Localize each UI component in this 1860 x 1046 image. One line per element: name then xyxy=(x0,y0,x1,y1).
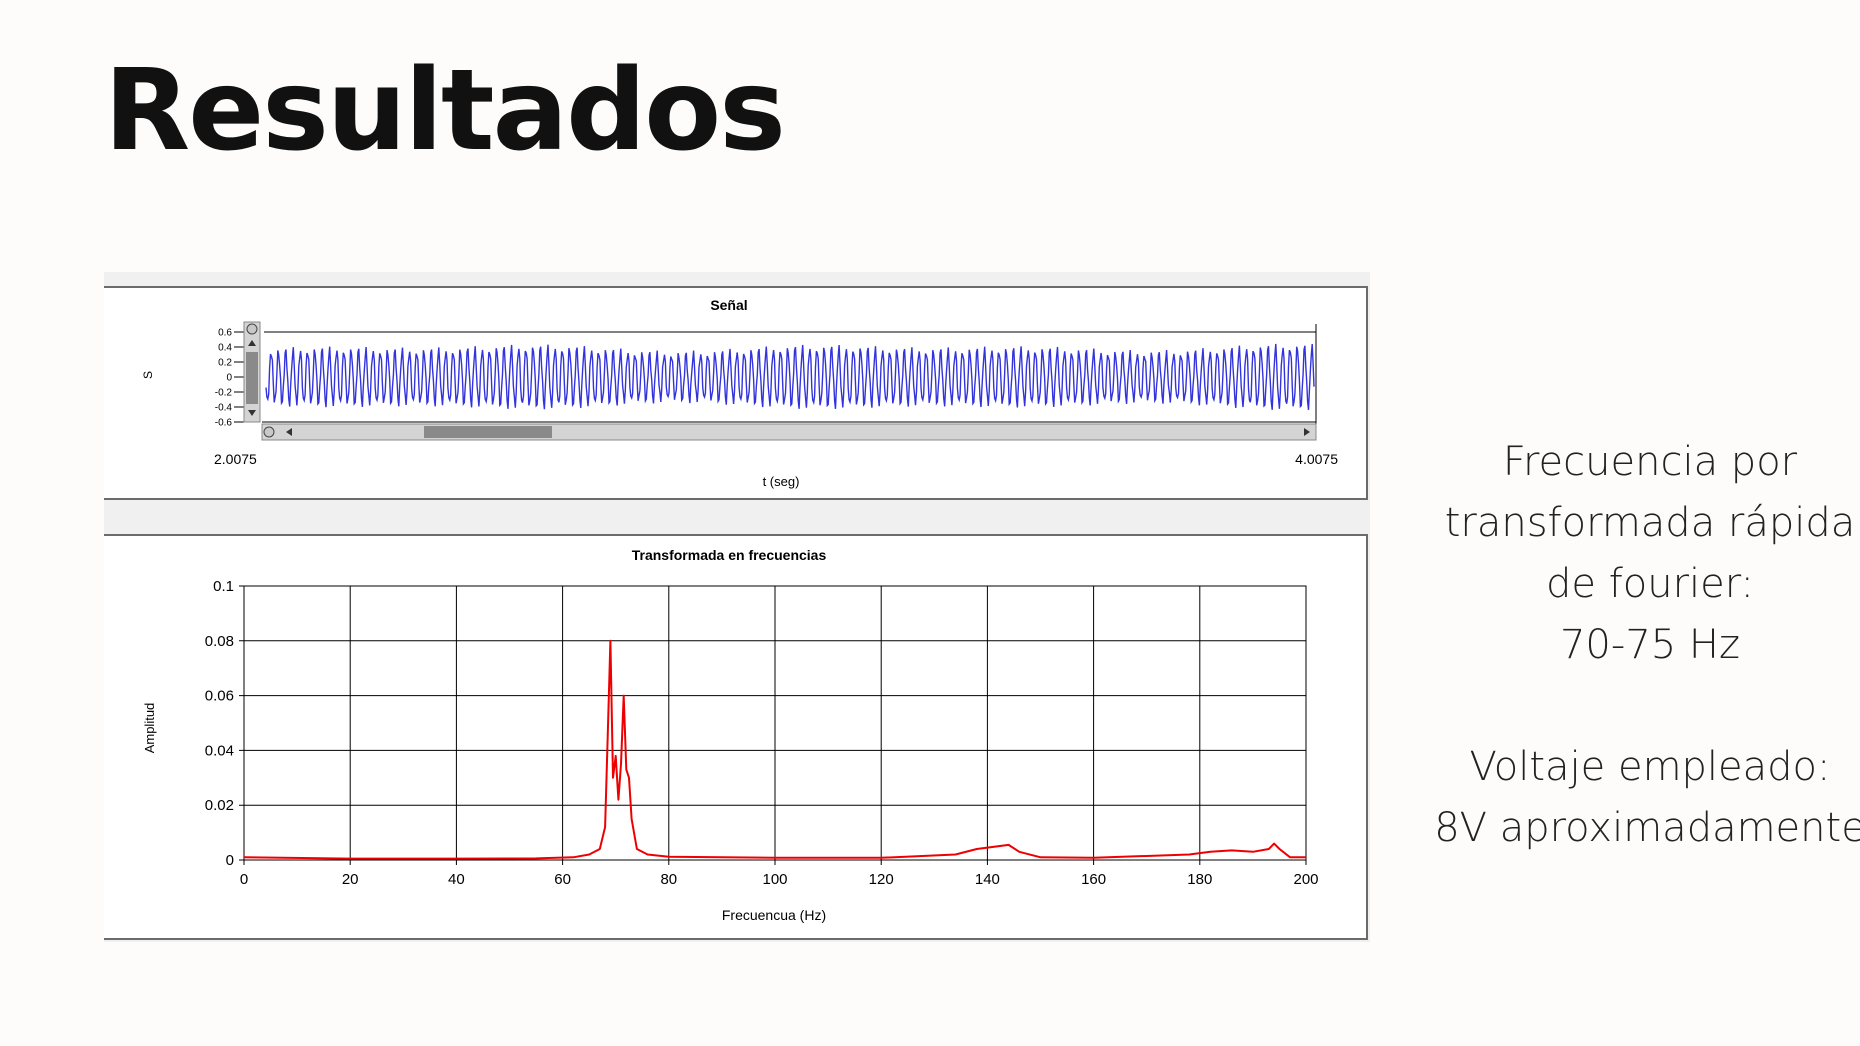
fft-x-tick-label: 140 xyxy=(975,871,1000,888)
fft-y-tick-label: 0.08 xyxy=(205,633,234,650)
voltage-value: 8V aproximadamente xyxy=(1434,805,1860,851)
summary-line: Frecuencia por xyxy=(1502,439,1798,485)
fft-y-tick-label: 0.1 xyxy=(213,578,234,595)
fft-x-axis-label: Frecuencua (Hz) xyxy=(722,907,826,923)
fft-x-tick-label: 20 xyxy=(342,871,359,888)
slide-title: Resultados xyxy=(104,46,786,176)
vertical-scroll-thumb[interactable] xyxy=(246,352,258,404)
horizontal-scroll-thumb[interactable] xyxy=(424,426,552,438)
summary-line: transformada rápida xyxy=(1444,500,1856,546)
fft-x-tick-label: 0 xyxy=(240,871,248,888)
fft-x-tick-label: 120 xyxy=(869,871,894,888)
signal-panel: Señal S 0.6 0.4 0.2 0 -0.2 -0.4 -0.6 2.0075 4.0… xyxy=(104,286,1368,500)
fft-x-tick-label: 160 xyxy=(1081,871,1106,888)
summary-line: Voltaje empleado: xyxy=(1469,744,1831,790)
fft-y-tick-label: 0 xyxy=(226,852,234,869)
results-summary: Frecuencia por transformada rápida de fo… xyxy=(1420,432,1860,859)
fft-x-tick-label: 100 xyxy=(762,871,787,888)
signal-y-tick-label: 0.2 xyxy=(218,358,232,369)
frequency-value: 70-75 Hz xyxy=(1559,622,1741,668)
signal-y-tick-label: -0.4 xyxy=(215,403,233,414)
summary-line: de fourier: xyxy=(1545,561,1754,607)
fft-y-axis-label: Amplitud xyxy=(142,703,157,754)
fft-x-tick-label: 80 xyxy=(660,871,677,888)
fft-x-tick-label: 200 xyxy=(1293,871,1318,888)
signal-y-tick-label: 0.4 xyxy=(218,343,232,354)
signal-y-axis-label: S xyxy=(141,371,155,379)
signal-waveform xyxy=(265,343,1315,410)
scroll-right-arrow-icon[interactable] xyxy=(1304,428,1310,436)
signal-y-tick-label: 0 xyxy=(226,373,232,384)
signal-chart-title: Señal xyxy=(710,297,747,313)
zoom-reset-icon[interactable] xyxy=(246,323,258,335)
signal-horizontal-scrollbar[interactable] xyxy=(261,423,1317,441)
signal-y-tick-label: 0.6 xyxy=(218,328,232,339)
signal-x-axis-label: t (seg) xyxy=(763,474,800,489)
scroll-up-arrow-icon[interactable] xyxy=(248,340,256,346)
fft-chart-title: Transformada en frecuencias xyxy=(632,547,827,563)
signal-x-tick-label: 4.0075 xyxy=(1295,451,1338,467)
fft-x-tick-label: 40 xyxy=(448,871,465,888)
fft-y-tick-label: 0.06 xyxy=(205,688,234,705)
zoom-reset-icon[interactable] xyxy=(263,426,275,438)
scroll-down-arrow-icon[interactable] xyxy=(248,410,256,416)
fft-spectrum-line xyxy=(243,639,1306,860)
fft-chart: Transformada en frecuencias Amplitud 0 0.… xyxy=(142,547,1319,923)
signal-chart: Señal S 0.6 0.4 0.2 0 -0.2 -0.4 -0.6 2.0075 4.0… xyxy=(141,297,1338,489)
scroll-left-arrow-icon[interactable] xyxy=(286,428,292,436)
fft-x-tick-label: 180 xyxy=(1187,871,1212,888)
fft-x-tick-label: 60 xyxy=(554,871,571,888)
fft-y-tick-label: 0.04 xyxy=(205,742,234,759)
signal-x-tick-label: 2.0075 xyxy=(214,451,257,467)
fft-y-tick-label: 0.02 xyxy=(205,797,234,814)
signal-y-tick-label: -0.6 xyxy=(215,418,233,429)
signal-y-tick-label: -0.2 xyxy=(215,388,233,399)
fft-panel: Transformada en frecuencias Amplitud 0 0.… xyxy=(104,534,1368,940)
analysis-screenshot: Señal S 0.6 0.4 0.2 0 -0.2 -0.4 -0.6 2.0075 4.0… xyxy=(104,272,1370,942)
